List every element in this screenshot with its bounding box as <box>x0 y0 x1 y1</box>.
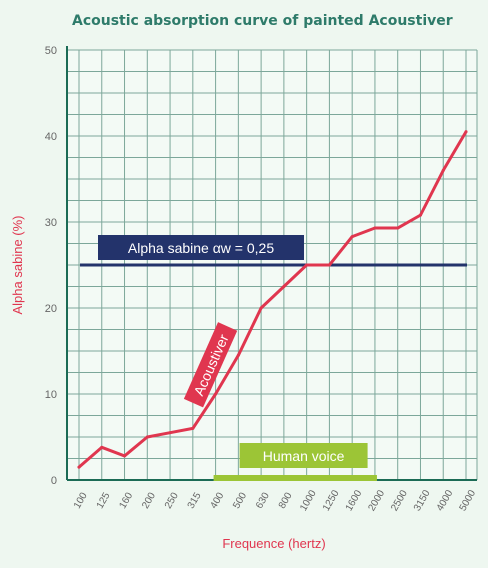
y-axis-label: Alpha sabine (%) <box>10 216 25 315</box>
data-point <box>282 285 286 288</box>
data-point <box>396 226 400 230</box>
x-tick-label: 1600 <box>344 488 365 513</box>
data-point <box>191 426 195 430</box>
x-tick-label: 800 <box>277 490 295 510</box>
series-line-acoustiver <box>77 130 468 469</box>
x-tick-label: 500 <box>231 490 249 510</box>
y-tick-label: 20 <box>45 303 57 315</box>
x-tick-label: 315 <box>186 490 204 510</box>
data-point <box>259 306 263 310</box>
x-tick-label: 200 <box>140 490 158 510</box>
y-tick-label: 40 <box>45 131 57 143</box>
human-voice-label-box <box>239 443 368 468</box>
x-tick-label: 5000 <box>458 488 479 513</box>
alpha-label-box <box>98 235 304 260</box>
x-tick-label: 630 <box>254 490 272 510</box>
data-point <box>327 263 331 267</box>
x-tick-label: 1250 <box>321 488 342 513</box>
data-point <box>168 431 172 435</box>
x-tick-label: 4000 <box>435 488 456 513</box>
x-tick-label: 250 <box>163 490 181 510</box>
y-tick-label: 10 <box>45 389 57 401</box>
x-tick-label: 400 <box>208 490 226 510</box>
x-axis-label: Frequence (hertz) <box>222 536 325 551</box>
data-point <box>305 263 309 267</box>
data-point <box>123 454 127 458</box>
x-tick-label: 3150 <box>412 488 433 513</box>
data-point <box>100 445 104 449</box>
data-point <box>350 235 354 239</box>
data-point <box>236 353 240 357</box>
human-voice-label: Human voice <box>263 448 345 464</box>
x-tick-label: 1000 <box>298 488 319 513</box>
data-point <box>77 465 81 469</box>
x-tick-label: 2000 <box>366 488 387 513</box>
data-point <box>418 213 422 217</box>
x-tick-label: 125 <box>95 490 113 510</box>
data-point <box>145 435 149 439</box>
y-tick-label: 30 <box>45 217 57 229</box>
data-point <box>214 392 218 396</box>
x-tick-label: 100 <box>72 490 90 510</box>
data-point <box>441 168 445 172</box>
y-tick-label: 0 <box>51 475 57 487</box>
y-tick-label: 50 <box>45 45 57 57</box>
x-tick-label: 2500 <box>389 488 410 513</box>
data-point <box>373 226 377 230</box>
chart-title: Acoustic absorption curve of painted Aco… <box>72 13 453 29</box>
x-tick-label: 160 <box>117 490 135 510</box>
human-voice-band <box>213 475 377 481</box>
data-point <box>464 130 468 134</box>
series-label-box <box>183 322 238 408</box>
alpha-label: Alpha sabine αw = 0,25 <box>128 240 274 256</box>
